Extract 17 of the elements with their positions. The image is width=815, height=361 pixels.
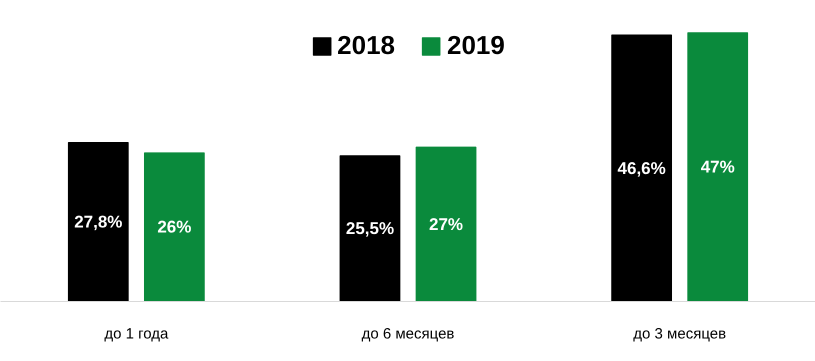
x-tick-label: до 1 года (104, 326, 169, 342)
data-label: 26% (157, 218, 192, 237)
bar (68, 142, 129, 302)
data-label: 25,5% (346, 219, 394, 238)
bar (611, 34, 672, 302)
data-label: 46,6% (618, 158, 666, 178)
bar (340, 155, 400, 302)
bar (687, 32, 748, 302)
data-label: 47% (700, 158, 735, 177)
data-label: 27% (429, 214, 464, 234)
x-tick-label: до 3 месяцев (633, 326, 726, 342)
bar (144, 152, 205, 302)
legend-label: 2018 (337, 30, 395, 61)
data-label: 27,8% (74, 212, 122, 232)
legend-label: 2019 (447, 30, 505, 61)
x-tick-label: до 6 месяцев (362, 326, 454, 342)
bar (416, 146, 476, 302)
